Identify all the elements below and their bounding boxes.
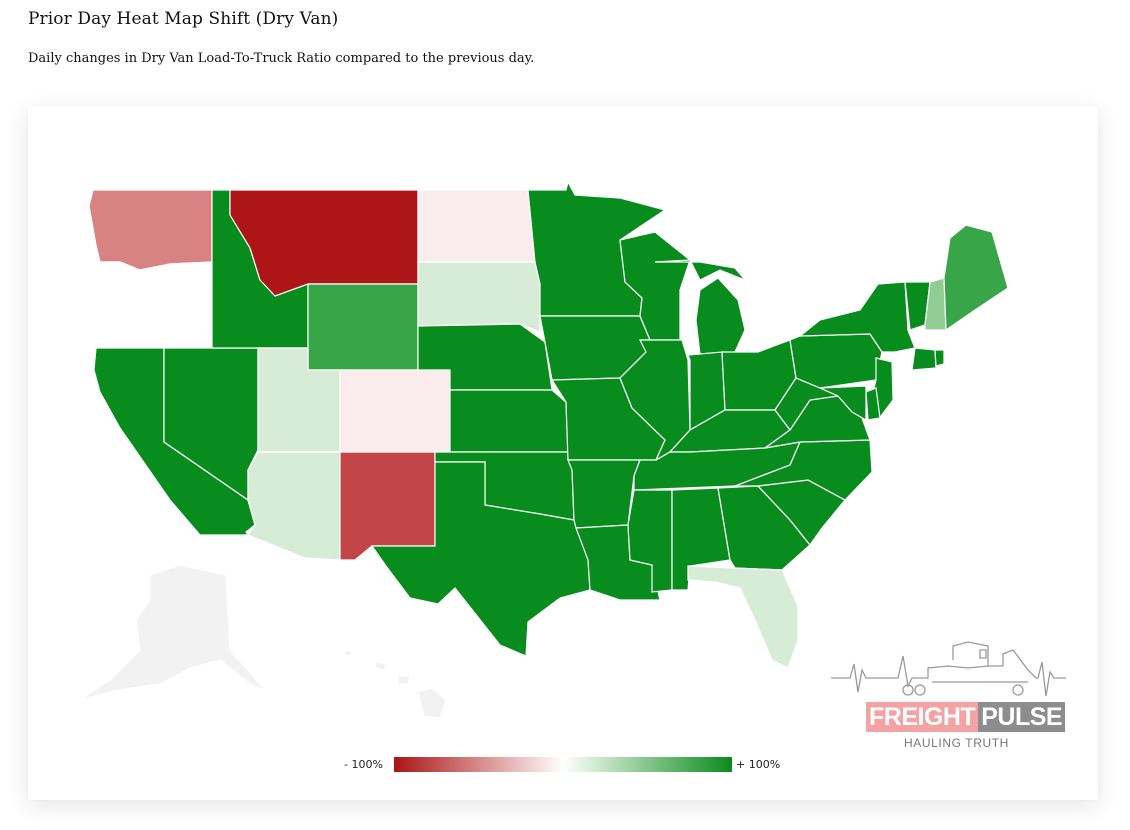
page-title: Prior Day Heat Map Shift (Dry Van): [28, 9, 339, 29]
state-alaska[interactable]: [79, 564, 266, 701]
state-maine[interactable]: [943, 224, 1009, 332]
state-south-dakota[interactable]: [417, 261, 541, 333]
color-legend: - 100% + 100%: [340, 756, 790, 774]
state-texas[interactable]: [370, 461, 591, 657]
state-new-mexico[interactable]: [339, 451, 436, 561]
legend-gradient-bar: [394, 757, 732, 772]
state-arizona[interactable]: [247, 451, 341, 561]
state-kansas[interactable]: [449, 389, 569, 453]
logo-word-pulse: PULSE: [978, 702, 1066, 732]
state-wyoming[interactable]: [307, 283, 419, 371]
freight-pulse-logo: FREIGHT PULSE HAULING TRUTH: [828, 636, 1068, 756]
state-pennsylvania[interactable]: [789, 333, 883, 389]
legend-min-label: - 100%: [344, 758, 383, 771]
page-subtitle: Daily changes in Dry Van Load-To-Truck R…: [28, 51, 535, 66]
logo-word-freight: FREIGHT: [866, 702, 979, 732]
state-washington[interactable]: [88, 189, 213, 271]
us-heat-map: [79, 180, 1009, 719]
state-florida[interactable]: [687, 565, 799, 669]
state-colorado[interactable]: [339, 369, 451, 453]
state-hawaii[interactable]: [343, 649, 447, 719]
truck-pulse-icon: [831, 641, 1066, 697]
state-oregon[interactable]: [93, 261, 213, 349]
state-rhode-island[interactable]: [934, 349, 945, 367]
legend-max-label: + 100%: [736, 758, 781, 771]
state-michigan[interactable]: [654, 259, 746, 356]
state-maryland[interactable]: [819, 385, 867, 422]
logo-wordmark: FREIGHT PULSE: [866, 702, 1066, 732]
map-card: - 100% + 100% FREIGHT PULSE HAULING TRUT…: [28, 106, 1098, 800]
state-delaware[interactable]: [865, 387, 881, 421]
logo-tagline: HAULING TRUTH: [904, 736, 1009, 750]
state-connecticut[interactable]: [911, 347, 937, 371]
state-north-dakota[interactable]: [417, 189, 536, 263]
state-massachusetts[interactable]: [907, 329, 961, 353]
